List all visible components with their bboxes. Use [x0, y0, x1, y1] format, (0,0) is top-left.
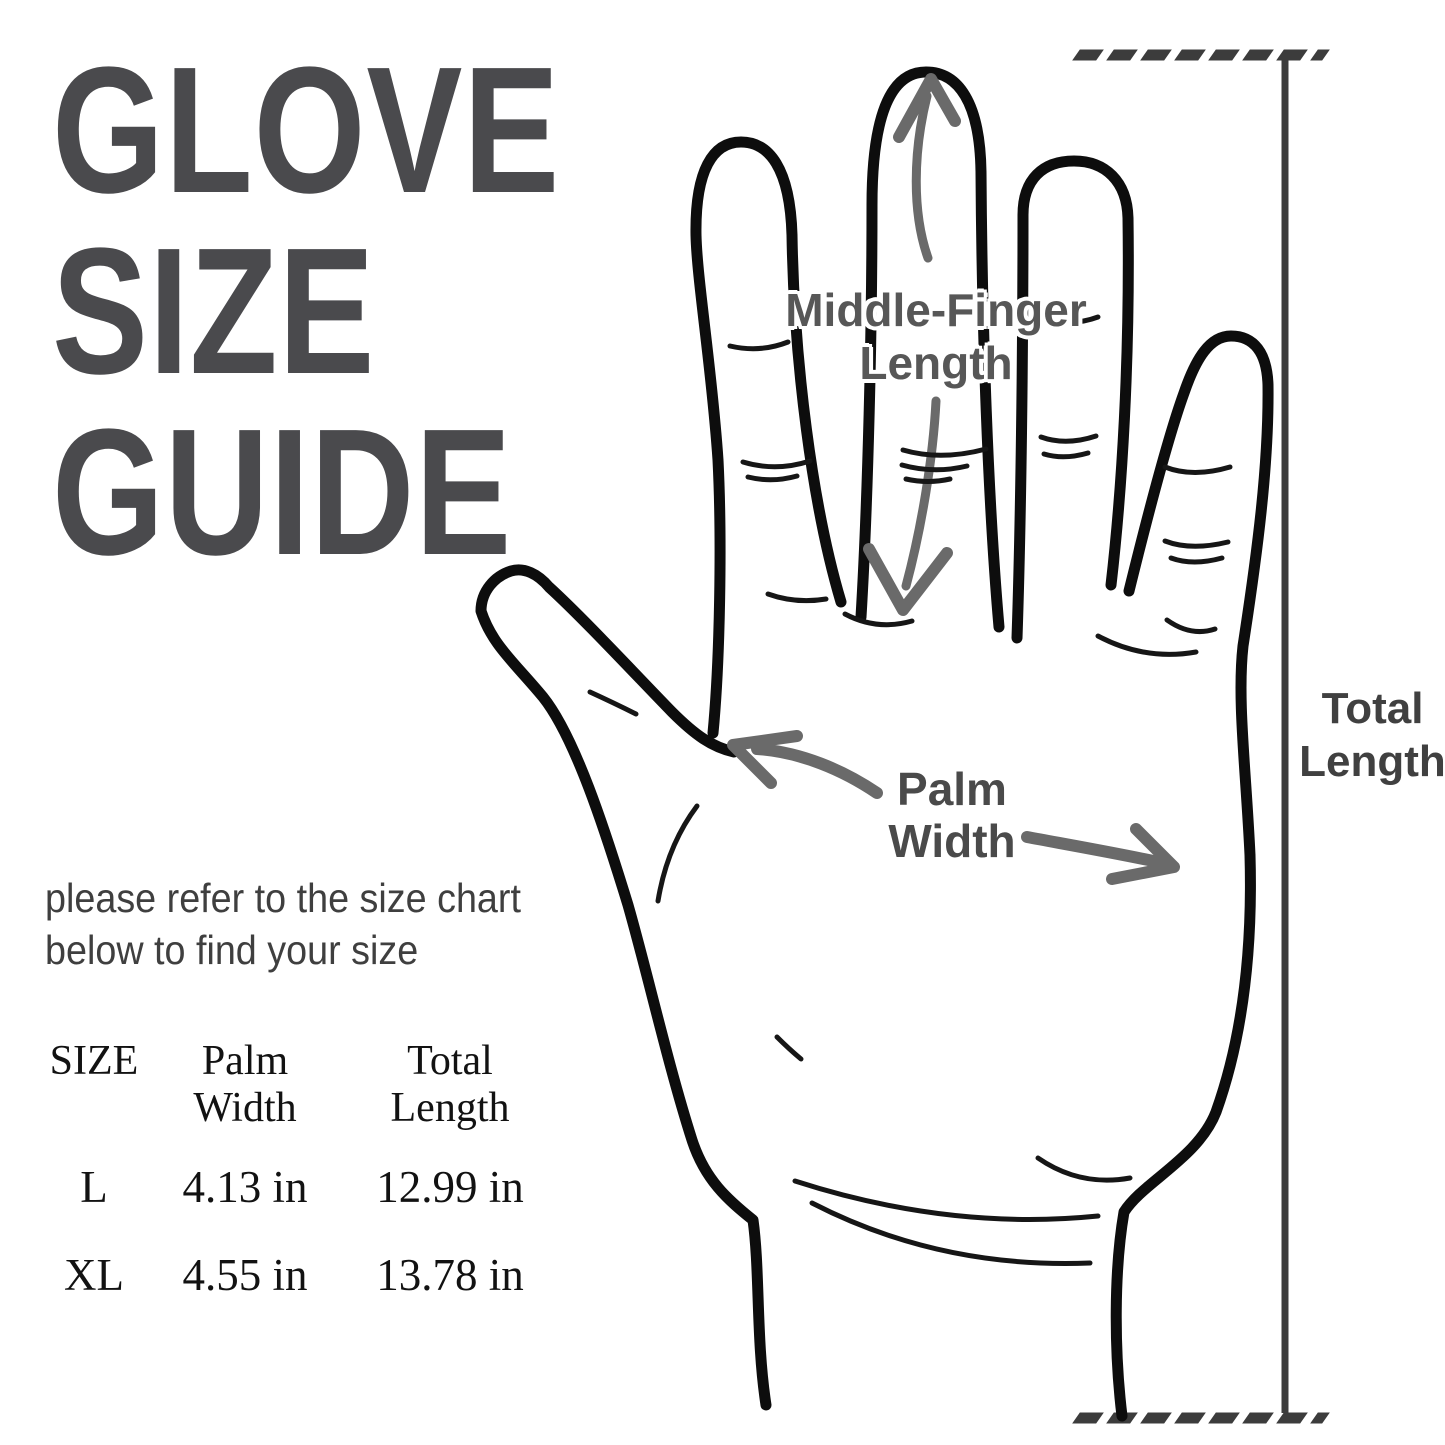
ring-finger: [1011, 155, 1134, 644]
pinky-and-right-edge: [1110, 330, 1274, 1422]
palm-width-label: Palm Width: [802, 763, 1102, 867]
middle-finger-label-line-2: Length: [859, 337, 1013, 389]
total-length-label-line-2: Length: [1299, 737, 1445, 786]
thumb-and-left-wrist: [475, 564, 772, 1411]
size-chart-note: please refer to the size chart below to …: [45, 872, 521, 976]
title-line-2: SIZE: [52, 211, 376, 412]
table-row: L 4.13 in 12.99 in: [48, 1162, 540, 1212]
palm-width-label-line-1: Palm: [897, 763, 1007, 815]
middle-finger: [855, 66, 1005, 633]
row-l-size: L: [80, 1162, 108, 1212]
row-xl-size: XL: [64, 1250, 124, 1300]
total-length-label: Total Length: [1290, 682, 1445, 788]
row-l-palm-width: 4.13 in: [182, 1162, 308, 1212]
palm-width-right-arrow-icon: [1021, 823, 1180, 885]
middle-finger-length-label: Middle-Finger Length: [736, 284, 1136, 390]
down-arrow-icon: [863, 396, 953, 616]
hand-outline: [475, 66, 1274, 1422]
note-line-2: below to find your size: [45, 927, 419, 973]
page-title: GLOVE SIZE GUIDE: [52, 40, 560, 583]
palm-width-label-line-2: Width: [888, 815, 1016, 867]
column-header-total-length: Total Length: [390, 1038, 510, 1131]
table-row: XL 4.55 in 13.78 in: [48, 1250, 540, 1300]
palm-width-left-arrow-icon: [727, 730, 883, 799]
row-xl-total-length: 13.78 in: [376, 1250, 524, 1300]
measure-arrows: [727, 73, 1180, 885]
note-line-1: please refer to the size chart: [45, 875, 521, 921]
total-length-label-line-1: Total: [1321, 684, 1424, 733]
index-finger: [690, 136, 847, 739]
up-arrow-icon: [893, 73, 961, 263]
middle-finger-label-line-1: Middle-Finger: [785, 284, 1087, 336]
size-chart-header-row: SIZE Palm Width Total Length: [48, 1038, 540, 1132]
column-header-size: SIZE: [49, 1038, 139, 1084]
column-header-palm-width: Palm Width: [193, 1038, 297, 1131]
total-length-measure: [1072, 49, 1330, 1424]
title-line-3: GUIDE: [52, 392, 513, 593]
row-l-total-length: 12.99 in: [376, 1162, 524, 1212]
row-xl-palm-width: 4.55 in: [182, 1250, 308, 1300]
hand-creases: [587, 314, 1233, 1266]
title-line-1: GLOVE: [52, 30, 561, 231]
